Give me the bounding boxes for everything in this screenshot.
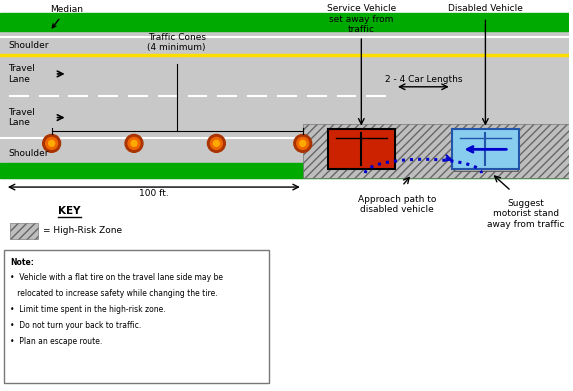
Circle shape bbox=[125, 135, 143, 152]
Circle shape bbox=[300, 140, 306, 146]
Bar bbox=[303, 124, 569, 178]
Text: Travel
Lane: Travel Lane bbox=[8, 108, 35, 127]
Text: relocated to increase safety while changing the tire.: relocated to increase safety while chang… bbox=[10, 289, 218, 298]
Circle shape bbox=[213, 140, 219, 146]
Wedge shape bbox=[454, 140, 518, 171]
FancyBboxPatch shape bbox=[4, 249, 269, 383]
Text: Traffic Cones
(4 minimum): Traffic Cones (4 minimum) bbox=[147, 33, 206, 52]
Text: Median: Median bbox=[50, 5, 83, 28]
Text: Suggest
motorist stand
away from traffic: Suggest motorist stand away from traffic bbox=[488, 199, 565, 229]
Bar bbox=[328, 129, 395, 169]
Text: KEY: KEY bbox=[58, 206, 81, 216]
Circle shape bbox=[294, 135, 312, 152]
Text: •  Plan an escape route.: • Plan an escape route. bbox=[10, 337, 102, 346]
Bar bbox=[0, 163, 569, 178]
Text: •  Vehicle with a flat tire on the travel lane side may be: • Vehicle with a flat tire on the travel… bbox=[10, 273, 223, 282]
Bar bbox=[10, 223, 38, 239]
Circle shape bbox=[297, 137, 309, 149]
Text: •  Do not turn your back to traffic.: • Do not turn your back to traffic. bbox=[10, 321, 141, 330]
Bar bbox=[0, 31, 569, 178]
Text: •  Limit time spent in the high-risk zone.: • Limit time spent in the high-risk zone… bbox=[10, 305, 166, 314]
Bar bbox=[0, 13, 569, 31]
Circle shape bbox=[46, 137, 57, 149]
Circle shape bbox=[210, 137, 222, 149]
Bar bbox=[452, 129, 519, 169]
Circle shape bbox=[49, 140, 54, 146]
Text: Shoulder: Shoulder bbox=[8, 41, 49, 50]
Text: Service Vehicle
set away from
traffic: Service Vehicle set away from traffic bbox=[327, 4, 396, 34]
Circle shape bbox=[128, 137, 140, 149]
Text: 2 - 4 Car Lengths: 2 - 4 Car Lengths bbox=[384, 75, 462, 84]
Text: Shoulder: Shoulder bbox=[8, 149, 49, 158]
Circle shape bbox=[207, 135, 225, 152]
Text: Travel
Lane: Travel Lane bbox=[8, 64, 35, 84]
Text: = High-Risk Zone: = High-Risk Zone bbox=[42, 226, 122, 235]
Text: 100 ft.: 100 ft. bbox=[139, 189, 168, 198]
Text: Disabled Vehicle: Disabled Vehicle bbox=[448, 4, 523, 13]
Circle shape bbox=[42, 135, 61, 152]
Text: Approach path to
disabled vehicle: Approach path to disabled vehicle bbox=[358, 195, 436, 214]
Circle shape bbox=[131, 140, 137, 146]
Text: Note:: Note: bbox=[10, 258, 34, 267]
